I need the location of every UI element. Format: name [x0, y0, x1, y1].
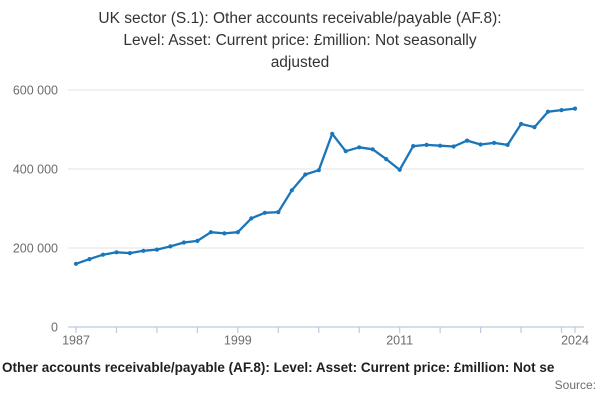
data-point [127, 251, 132, 256]
data-point [505, 142, 510, 147]
data-point [262, 210, 267, 215]
data-point [168, 244, 173, 249]
data-point [438, 143, 443, 148]
data-point [195, 238, 200, 243]
data-point [114, 250, 119, 255]
y-tick-label: 200 000 [13, 242, 58, 256]
data-line [74, 107, 577, 265]
y-tick-label: 600 000 [13, 84, 58, 98]
x-tick-label: 2011 [386, 334, 413, 348]
data-point [249, 216, 254, 221]
data-point [370, 147, 375, 152]
chart-title-line-1: UK sector (S.1): Other accounts receivab… [98, 10, 502, 27]
data-point [397, 167, 402, 172]
data-point [519, 121, 524, 127]
data-point [559, 108, 564, 113]
data-point [545, 109, 551, 114]
data-point [141, 248, 146, 253]
x-tick-label: 2024 [561, 334, 589, 348]
data-point [222, 231, 227, 236]
data-point [343, 149, 348, 154]
source-label: Source: [554, 378, 596, 392]
data-point [208, 230, 213, 235]
chart-title-line-2: Level: Asset: Current price: £million: N… [123, 32, 477, 49]
data-point [478, 142, 483, 147]
data-point [492, 140, 497, 145]
chart-title: UK sector (S.1): Other accounts receivab… [0, 8, 600, 74]
data-point [411, 144, 416, 149]
chart-title-line-3: adjusted [270, 54, 330, 71]
data-point [357, 145, 362, 150]
data-point [289, 188, 294, 193]
data-point [100, 252, 106, 257]
y-tick-label: 0 [51, 321, 58, 335]
data-point [181, 240, 186, 245]
data-point [532, 125, 537, 130]
data-point [384, 157, 389, 162]
data-point [330, 131, 335, 136]
data-point [424, 142, 429, 147]
data-point [276, 210, 281, 215]
data-point [87, 257, 92, 262]
x-tick-label: 1987 [62, 334, 90, 348]
data-point [451, 144, 456, 149]
data-point [154, 247, 159, 252]
data-point [465, 138, 470, 143]
data-point [572, 106, 578, 111]
data-point [303, 172, 308, 177]
data-point [235, 230, 240, 235]
data-point [316, 168, 321, 173]
y-tick-label: 400 000 [13, 163, 58, 177]
data-point [73, 261, 79, 266]
x-tick-label: 1999 [224, 334, 252, 348]
footer-caption: Other accounts receivable/payable (AF.8)… [2, 360, 555, 375]
